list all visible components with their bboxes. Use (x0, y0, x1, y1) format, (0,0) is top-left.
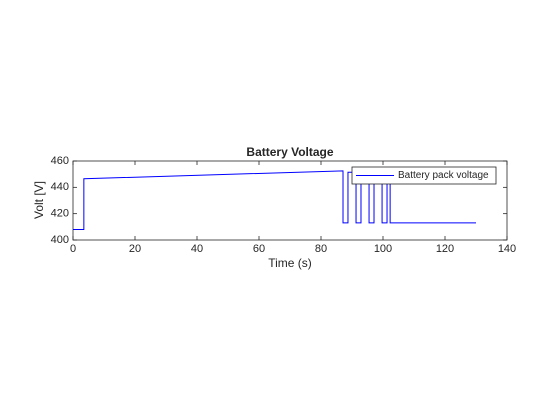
y-tick-label: 420 (51, 208, 69, 220)
y-axis-label: Volt [V] (32, 181, 46, 219)
chart-title: Battery Voltage (246, 145, 333, 159)
y-tick-label: 400 (51, 234, 69, 246)
x-tick-label: 0 (70, 243, 76, 255)
x-tick-label: 40 (191, 243, 203, 255)
x-tick-label: 60 (253, 243, 265, 255)
x-axis-label: Time (s) (268, 256, 312, 270)
x-tick-label: 20 (129, 243, 141, 255)
legend-box (351, 166, 497, 185)
x-tick-label: 80 (315, 243, 327, 255)
x-tick-label: 140 (498, 243, 516, 255)
y-tick-label: 440 (51, 181, 69, 193)
y-tick-label: 460 (51, 155, 69, 167)
x-tick-label: 100 (374, 243, 392, 255)
x-tick-label: 120 (436, 243, 454, 255)
legend-label: Battery pack voltage (398, 170, 489, 181)
